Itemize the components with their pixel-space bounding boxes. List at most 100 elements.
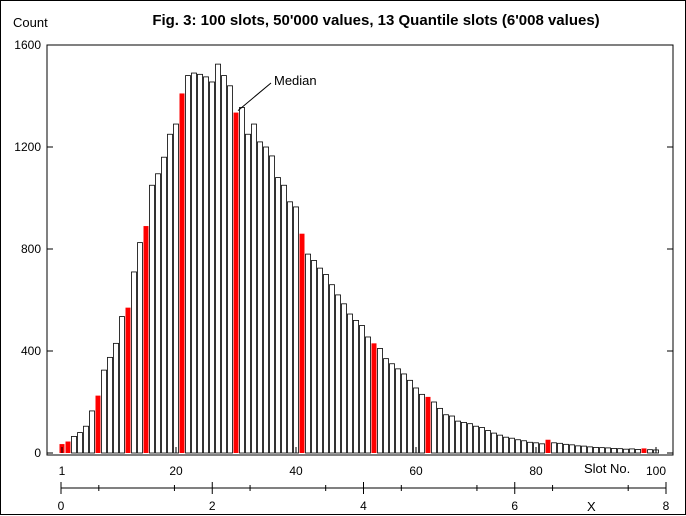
bar-group (59, 63, 659, 454)
bar (605, 447, 611, 454)
bar (71, 436, 77, 454)
bar (443, 414, 449, 454)
bar (617, 448, 623, 454)
bar (539, 443, 545, 454)
bar (311, 260, 317, 454)
annotation-leader (237, 82, 272, 111)
bar (563, 443, 569, 454)
bar (257, 141, 263, 454)
bar (203, 76, 209, 454)
x-tick-label: 40 (289, 464, 303, 478)
x-axis: 1 20 40 60 80 100 (59, 447, 666, 478)
bar (341, 303, 347, 454)
bar (89, 410, 95, 454)
quantile-bar (179, 93, 185, 453)
y-axis: 0 400 800 1200 1600 (14, 38, 673, 460)
secondary-x-tick-label: 4 (360, 499, 367, 513)
bar (575, 445, 581, 454)
bar (599, 447, 605, 454)
bar (461, 421, 467, 454)
bar (323, 274, 329, 454)
quantile-bar (95, 395, 101, 453)
bar (401, 373, 407, 454)
bar (479, 427, 485, 454)
bar (131, 271, 137, 454)
plot-area-border (46, 44, 674, 456)
bar (281, 184, 287, 454)
y-tick-label: 800 (21, 242, 41, 256)
x-tick-label: 80 (529, 464, 543, 478)
bar (251, 123, 257, 454)
bar (365, 336, 371, 454)
bar (527, 441, 533, 454)
bar (467, 423, 473, 454)
bar (629, 448, 635, 454)
bar (569, 444, 575, 454)
bar (593, 446, 599, 454)
x-tick-label: 60 (409, 464, 423, 478)
bar (503, 436, 509, 454)
bar (491, 432, 497, 454)
bar (101, 369, 107, 454)
bar (455, 420, 461, 454)
annotation-label: Median (274, 73, 317, 88)
bar (77, 432, 83, 454)
chart-title: Fig. 3: 100 slots, 50'000 values, 13 Qua… (152, 12, 599, 29)
bar (335, 294, 341, 454)
bar (269, 155, 275, 454)
bar (635, 449, 641, 454)
bar (191, 72, 197, 454)
quantile-bar (545, 439, 551, 453)
bar (437, 407, 443, 454)
secondary-x-axis-label: X (587, 499, 596, 514)
bar (119, 316, 125, 454)
quantile-bar (371, 343, 377, 453)
y-tick-label: 400 (21, 344, 41, 358)
bar (329, 284, 335, 454)
bar (107, 356, 113, 454)
bar (275, 177, 281, 454)
bar (623, 448, 629, 454)
bar (83, 425, 89, 454)
bar (215, 63, 221, 454)
bar (263, 146, 269, 454)
bar (209, 81, 215, 454)
bar (287, 201, 293, 454)
bar (173, 123, 179, 454)
bar (227, 85, 233, 454)
bar (167, 133, 173, 454)
bar (197, 73, 203, 454)
bar (395, 368, 401, 454)
y-tick-label: 0 (34, 446, 41, 460)
y-tick-label: 1200 (14, 140, 41, 154)
bar (137, 242, 143, 454)
bar (521, 440, 527, 454)
bar (611, 448, 617, 454)
quantile-bar (65, 441, 71, 453)
quantile-bar (641, 448, 647, 453)
bar (419, 393, 425, 454)
bar (353, 319, 359, 454)
quantile-bar (125, 307, 131, 453)
bar (221, 75, 227, 454)
x-tick-label: 100 (646, 464, 666, 478)
bar (473, 425, 479, 454)
bar (647, 449, 653, 454)
bar (245, 133, 251, 454)
x-tick-label: 20 (169, 464, 183, 478)
quantile-bar (299, 233, 305, 453)
bar (239, 107, 245, 454)
secondary-x-tick-label: 0 (58, 499, 65, 513)
y-tick-label: 1600 (14, 38, 41, 52)
quantile-bar (425, 396, 431, 453)
secondary-x-tick-label: 8 (663, 499, 670, 513)
bar (389, 363, 395, 454)
bar (557, 442, 563, 454)
bar (377, 348, 383, 454)
x-tick-label: 1 (59, 464, 66, 478)
bar (347, 313, 353, 454)
x-axis-label: Slot No. (584, 461, 630, 476)
bar (509, 437, 515, 454)
bar (293, 206, 299, 454)
